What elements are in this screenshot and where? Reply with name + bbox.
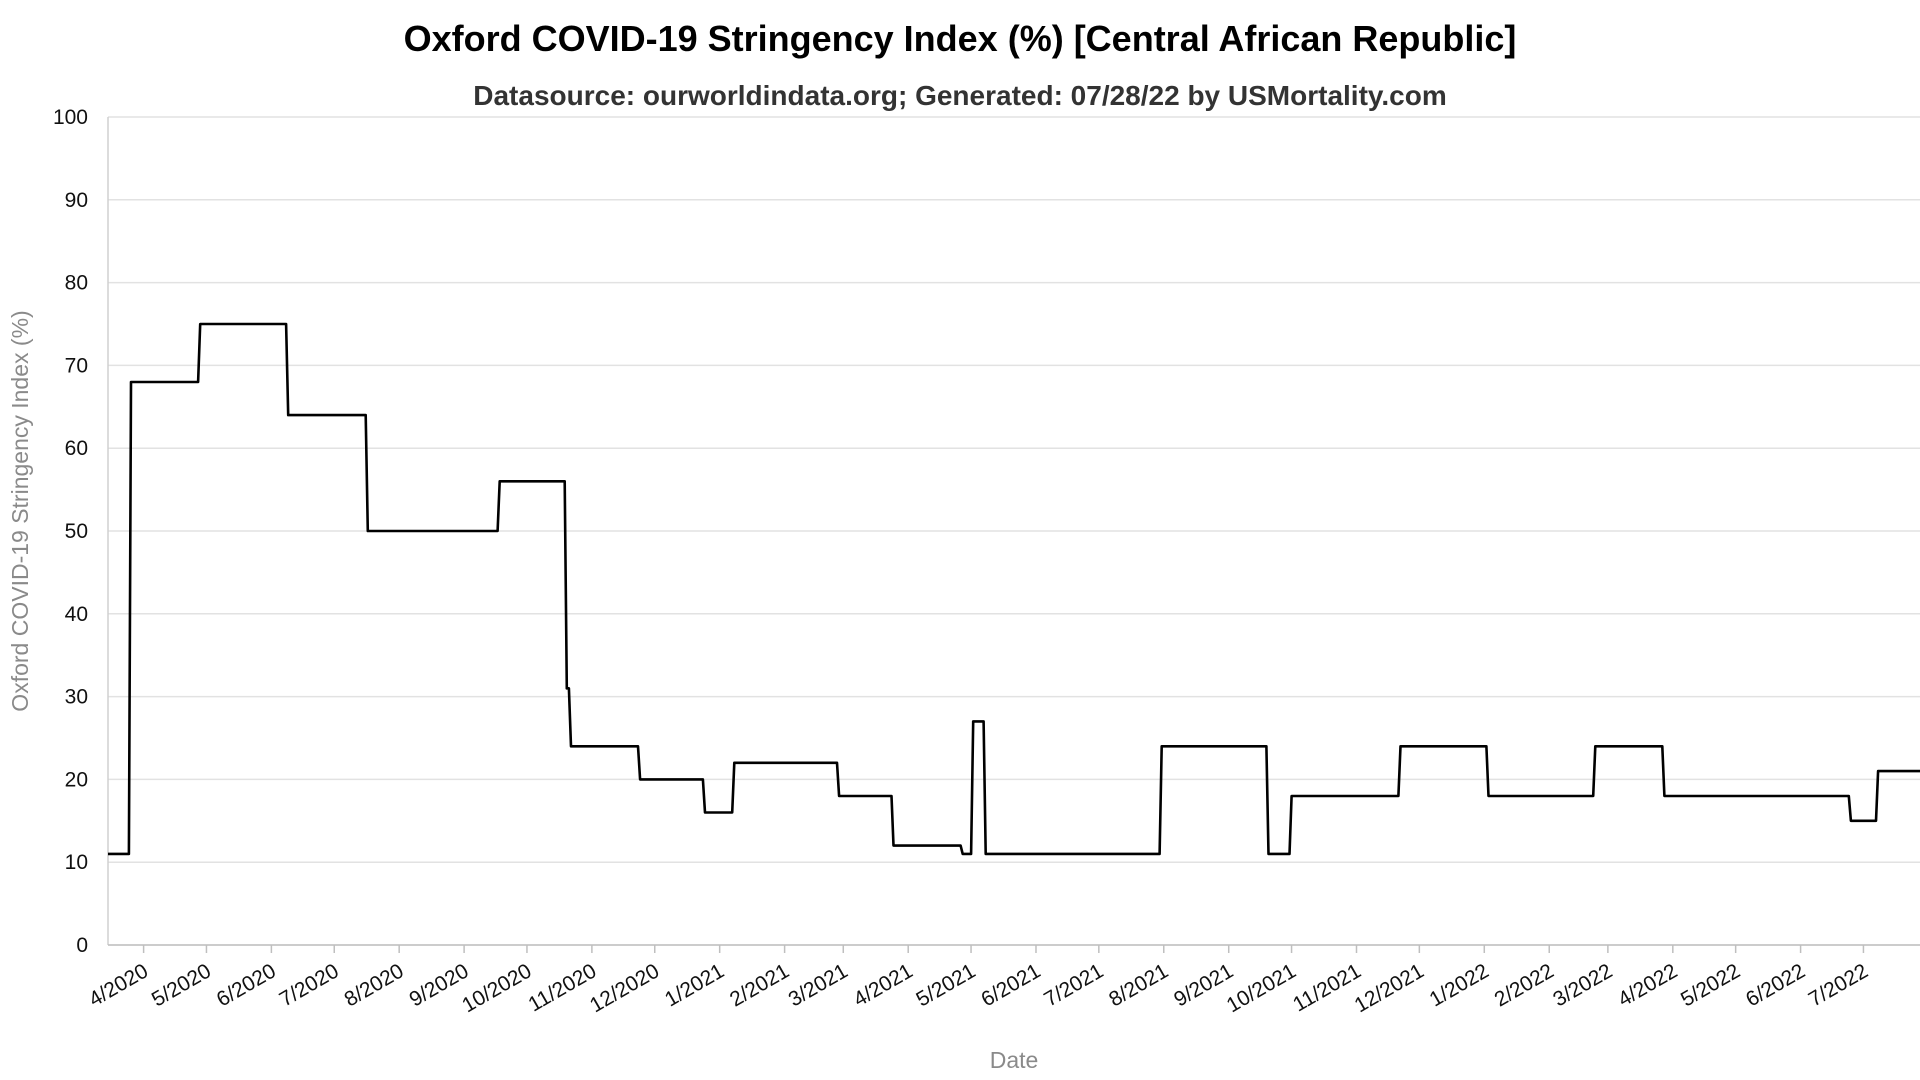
x-axis-title: Date: [990, 1047, 1039, 1073]
series-line: [108, 322, 1920, 856]
x-tick-label: 2/2022: [1491, 959, 1558, 1011]
chart-subtitle: Datasource: ourworldindata.org; Generate…: [473, 80, 1447, 111]
x-tick-label: 3/2021: [785, 959, 852, 1011]
x-tick-label: 3/2022: [1549, 959, 1616, 1011]
x-tick-label: 12/2020: [586, 959, 663, 1017]
x-tick-label: 5/2021: [912, 959, 979, 1011]
y-tick-label: 0: [76, 934, 88, 957]
x-tick-label: 8/2021: [1105, 959, 1172, 1011]
x-tick-label: 6/2021: [977, 959, 1044, 1011]
y-tick-label: 100: [53, 106, 88, 129]
x-tick-label: 11/2021: [1289, 959, 1365, 1016]
y-tick-label: 50: [65, 520, 88, 543]
axes: [107, 117, 1920, 946]
x-tick-label: 7/2020: [276, 959, 343, 1011]
y-tick-label: 60: [65, 437, 88, 460]
y-tick-label: 10: [65, 851, 88, 874]
y-tick-label: 20: [65, 768, 88, 791]
x-tick-label: 1/2021: [661, 959, 728, 1011]
y-tick-label: 30: [65, 686, 88, 709]
series-layer: [108, 322, 1920, 856]
x-tick-label: 11/2020: [525, 959, 601, 1016]
x-tick-label: 8/2020: [341, 959, 408, 1011]
y-tick-label: 90: [65, 189, 88, 212]
x-tick-label: 4/2021: [850, 959, 917, 1011]
y-axis-title: Oxford COVID-19 Stringency Index (%): [7, 310, 33, 711]
x-axis-ticks: 4/20205/20206/20207/20208/20209/202010/2…: [85, 945, 1872, 1017]
y-tick-label: 70: [65, 354, 88, 377]
chart-title: Oxford COVID-19 Stringency Index (%) [Ce…: [403, 18, 1517, 59]
x-tick-label: 7/2022: [1805, 959, 1872, 1011]
y-axis-ticks: 0 10 20 30 40 50 60 70 80 90 100: [53, 106, 88, 957]
y-tick-label: 80: [65, 272, 88, 295]
x-tick-label: 10/2020: [458, 959, 535, 1017]
x-tick-label: 7/2021: [1040, 959, 1107, 1011]
x-tick-label: 12/2021: [1351, 959, 1428, 1017]
x-tick-label: 6/2022: [1742, 959, 1809, 1011]
y-tick-label: 40: [65, 603, 88, 626]
x-tick-label: 4/2022: [1614, 959, 1681, 1011]
x-tick-label: 5/2022: [1677, 959, 1744, 1011]
x-tick-label: 5/2020: [148, 959, 215, 1011]
x-tick-label: 2/2021: [726, 959, 793, 1011]
x-tick-label: 1/2022: [1426, 959, 1493, 1011]
x-tick-label: 6/2020: [213, 959, 280, 1011]
x-tick-label: 4/2020: [85, 959, 152, 1011]
x-tick-label: 10/2021: [1223, 959, 1300, 1017]
